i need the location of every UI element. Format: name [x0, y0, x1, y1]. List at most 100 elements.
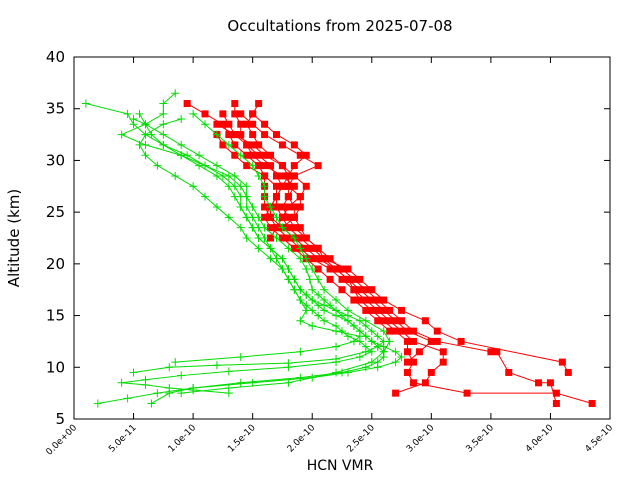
data-point-square — [237, 131, 245, 139]
data-point-plus — [141, 130, 150, 139]
data-point-square — [398, 317, 406, 325]
x-tick-label: 2.5e-10 — [345, 423, 377, 455]
data-point-plus — [290, 285, 299, 294]
profile-series — [243, 100, 560, 407]
data-point-plus — [296, 244, 305, 253]
data-point-square — [302, 182, 310, 190]
data-point-square — [261, 120, 269, 128]
data-point-square — [392, 327, 400, 335]
data-point-square — [284, 182, 292, 190]
data-point-square — [439, 348, 447, 356]
data-point-square — [558, 358, 566, 366]
data-point-square — [290, 213, 298, 221]
data-point-square — [356, 286, 364, 294]
data-point-square — [546, 379, 554, 387]
data-point-square — [278, 172, 286, 180]
data-point-square — [290, 172, 298, 180]
profile-series — [213, 120, 310, 242]
data-point-square — [386, 306, 394, 314]
chart-title: Occultations from 2025-07-08 — [227, 17, 452, 35]
data-point-square — [326, 265, 334, 273]
data-point-plus — [201, 192, 210, 201]
data-point-square — [433, 337, 441, 345]
data-point-square — [201, 110, 209, 118]
data-point-square — [249, 131, 257, 139]
data-point-square — [332, 265, 340, 273]
data-point-square — [308, 255, 316, 263]
data-point-square — [183, 100, 191, 108]
data-point-square — [272, 172, 280, 180]
data-point-square — [350, 296, 358, 304]
data-point-plus — [367, 337, 376, 346]
data-point-plus — [278, 254, 287, 263]
data-point-plus — [195, 151, 204, 160]
data-point-plus — [212, 361, 221, 370]
data-point-square — [219, 120, 227, 128]
data-point-plus — [332, 368, 341, 377]
data-point-square — [243, 151, 251, 159]
data-point-plus — [320, 316, 329, 325]
data-point-plus — [266, 244, 275, 253]
data-point-square — [344, 265, 352, 273]
data-point-plus — [308, 265, 317, 274]
data-point-square — [255, 141, 263, 149]
y-tick-label: 5 — [55, 410, 65, 428]
data-point-square — [493, 348, 501, 356]
data-point-plus — [305, 275, 314, 284]
data-point-plus — [302, 254, 311, 263]
data-point-square — [225, 131, 233, 139]
data-point-square — [433, 327, 441, 335]
data-point-square — [380, 306, 388, 314]
data-point-square — [284, 224, 292, 232]
data-point-plus — [165, 363, 174, 372]
data-point-plus — [177, 371, 186, 380]
data-point-square — [255, 151, 263, 159]
data-point-plus — [332, 296, 341, 305]
data-point-plus — [332, 327, 341, 336]
data-point-plus — [284, 378, 293, 387]
data-point-plus — [212, 161, 221, 170]
data-point-plus — [189, 109, 198, 118]
data-point-square — [278, 141, 286, 149]
data-point-plus — [230, 192, 239, 201]
data-point-square — [237, 120, 245, 128]
data-point-plus — [314, 275, 323, 284]
data-point-square — [326, 255, 334, 263]
data-point-square — [374, 306, 382, 314]
data-point-square — [314, 255, 322, 263]
data-point-square — [386, 317, 394, 325]
data-point-square — [552, 389, 560, 397]
data-point-plus — [242, 192, 251, 201]
data-point-plus — [224, 367, 233, 376]
data-point-plus — [278, 265, 287, 274]
data-point-square — [296, 234, 304, 242]
data-point-square — [278, 203, 286, 211]
data-point-square — [296, 151, 304, 159]
data-point-square — [219, 141, 227, 149]
data-point-square — [243, 162, 251, 170]
data-point-plus — [308, 296, 317, 305]
data-point-square — [296, 203, 304, 211]
data-point-plus — [260, 182, 269, 191]
data-point-square — [487, 348, 495, 356]
data-point-square — [290, 141, 298, 149]
data-point-plus — [349, 321, 358, 330]
data-point-square — [284, 172, 292, 180]
data-point-plus — [224, 213, 233, 222]
profile-line — [121, 118, 373, 394]
data-point-square — [505, 368, 513, 376]
data-point-square — [272, 131, 280, 139]
data-point-square — [296, 224, 304, 232]
x-tick-label: 1.5e-10 — [226, 423, 258, 455]
data-point-square — [261, 213, 269, 221]
data-point-square — [427, 368, 435, 376]
data-point-square — [231, 131, 239, 139]
data-point-plus — [355, 352, 364, 361]
data-point-square — [350, 275, 358, 283]
data-point-square — [308, 244, 316, 252]
data-point-plus — [117, 130, 126, 139]
profile-line — [222, 113, 444, 394]
data-point-plus — [171, 171, 180, 180]
data-point-plus — [159, 99, 168, 108]
data-point-square — [249, 151, 257, 159]
